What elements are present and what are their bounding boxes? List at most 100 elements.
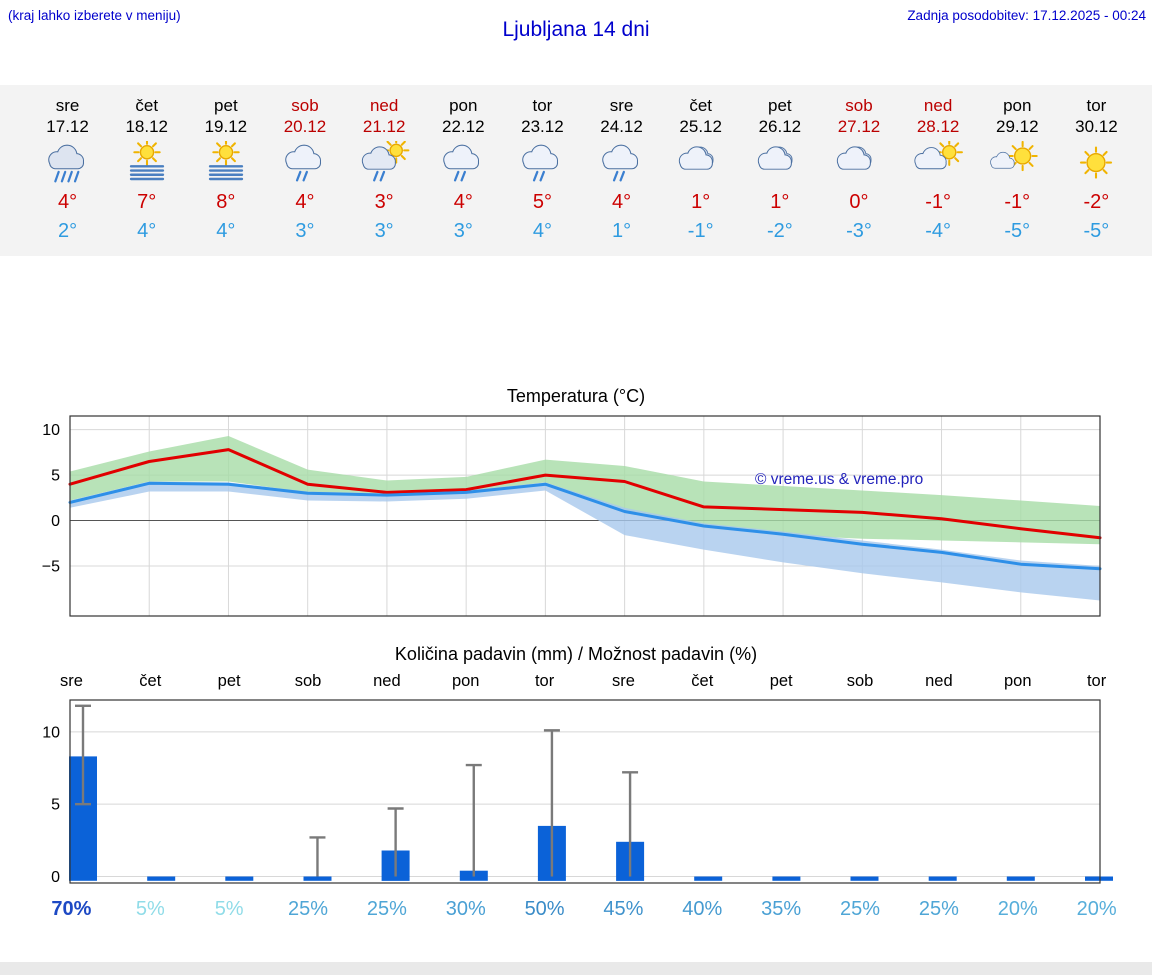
temp-min: 3°: [453, 220, 473, 242]
footer-strip: [0, 962, 1152, 975]
precip-probability: 45%: [603, 898, 644, 920]
page-title: Ljubljana 14 dni: [502, 18, 650, 41]
precip-probability: 30%: [445, 898, 486, 920]
day-date: 18.12: [125, 117, 168, 136]
day-name: čet: [135, 96, 159, 115]
day-name: tor: [1086, 96, 1107, 115]
day-date: 29.12: [995, 117, 1039, 136]
precip-probability: 5%: [214, 898, 244, 920]
forecast-day-17.12[interactable]: sre 17.12 4° 2°: [28, 95, 107, 244]
temp-min: -2°: [766, 220, 793, 242]
precip-day-label: ned: [925, 672, 953, 690]
temp-min: 3°: [295, 220, 315, 242]
day-name: pon: [449, 96, 478, 115]
precip-probability: 25%: [840, 898, 881, 920]
temp-max: -1°: [925, 191, 951, 213]
day-date: 24.12: [600, 117, 643, 136]
temp-max: 3°: [374, 191, 394, 213]
fog-sun-icon: [186, 139, 265, 188]
svg-text:5: 5: [51, 797, 60, 814]
sunny-icon: [1057, 139, 1136, 188]
temp-min: 1°: [611, 220, 632, 242]
forecast-day-29.12[interactable]: pon 29.12 -1° -5°: [978, 95, 1057, 244]
day-name: ned: [923, 96, 953, 115]
precip-day-label: sob: [846, 672, 874, 690]
precip-bar: [694, 876, 723, 881]
precipitation-chart: 10 5 0: [42, 699, 1113, 886]
day-name: pon: [1003, 96, 1032, 115]
max-temp-line: [68, 448, 1102, 540]
day-name: sob: [845, 96, 873, 115]
forecast-day-22.12[interactable]: pon 22.12 4° 3°: [424, 95, 503, 244]
temp-max: 4°: [58, 191, 78, 213]
forecast-day-24.12[interactable]: sre 24.12 4° 1°: [582, 95, 661, 244]
forecast-day-30.12[interactable]: tor 30.12 -2° -5°: [1057, 95, 1136, 244]
forecast-day-21.12[interactable]: ned 21.12 3° 3°: [345, 95, 424, 244]
svg-text:−5: −5: [42, 559, 60, 576]
precip-probability: 35%: [761, 898, 802, 920]
precip-day-label: sre: [611, 672, 635, 690]
precip-bar: [147, 876, 176, 881]
precip-day-label: čet: [139, 672, 162, 690]
precip-bar: [1006, 876, 1035, 881]
precip-bar: [928, 876, 957, 881]
menu-hint: (kraj lahko izberete v meniju): [8, 8, 181, 23]
temp-min: 4°: [216, 220, 236, 242]
forecast-day-19.12[interactable]: pet 19.12 8° 4°: [186, 95, 265, 244]
day-date: 20.12: [283, 117, 327, 136]
temp-max: 5°: [532, 191, 552, 213]
day-date: 17.12: [46, 117, 89, 136]
precipitation-chart-title: Količina padavin (mm) / Možnost padavin …: [394, 644, 758, 664]
precip-probability: 20%: [1076, 898, 1117, 920]
svg-text:0: 0: [51, 513, 60, 530]
min-temp-line: [68, 481, 1102, 571]
min-range-band: [70, 481, 1100, 601]
cloudy-icon: [661, 139, 740, 188]
temperature-chart-title: Temperatura (°C): [506, 386, 646, 406]
day-date: 21.12: [362, 117, 406, 136]
precip-probability: 25%: [366, 898, 407, 920]
forecast-day-27.12[interactable]: sob 27.12 0° -3°: [819, 95, 898, 244]
temp-max: -2°: [1083, 191, 1110, 213]
page-header: (kraj lahko izberete v meniju) Ljubljana…: [0, 0, 1152, 85]
day-name: sob: [291, 96, 319, 115]
temperature-chart-block: Temperatura (°C) 10 5 0 −5 © vreme.us & vrem…: [0, 386, 1152, 622]
day-date: 28.12: [916, 117, 960, 136]
rain-icon: [503, 139, 582, 188]
precip-probability: 5%: [135, 898, 165, 920]
precip-day-labels: sre čet pet sob ned pon tor sre čet pet sob ned pon t…: [32, 668, 1136, 694]
day-name: pet: [214, 96, 238, 115]
cloudy-icon: [819, 139, 898, 188]
temp-min: -3°: [846, 220, 872, 242]
temp-min: 4°: [532, 220, 552, 242]
precip-day-label: ned: [373, 672, 401, 690]
precip-probability: 20%: [997, 898, 1038, 920]
forecast-day-28.12[interactable]: ned 28.12 -1° -4°: [899, 95, 978, 244]
forecast-day-25.12[interactable]: čet 25.12 1° -1°: [661, 95, 740, 244]
precip-probability: 25%: [287, 898, 329, 920]
temp-min: 3°: [374, 220, 394, 242]
temp-min: 4°: [137, 220, 157, 242]
day-date: 26.12: [758, 117, 802, 136]
precip-day-label: pon: [451, 672, 480, 690]
precip-probability: 50%: [524, 898, 565, 920]
precip-probability: 70%: [51, 898, 92, 920]
temp-min: -4°: [925, 220, 951, 242]
svg-text:0: 0: [51, 869, 60, 886]
fog-sun-icon: [107, 139, 186, 188]
precip-day-label: pet: [217, 672, 241, 690]
forecast-day-26.12[interactable]: pet 26.12 1° -2°: [740, 95, 819, 244]
temp-max: 7°: [137, 191, 157, 213]
day-name: ned: [369, 96, 399, 115]
forecast-day-20.12[interactable]: sob 20.12 4° 3°: [265, 95, 344, 244]
forecast-day-23.12[interactable]: tor 23.12 5° 4°: [503, 95, 582, 244]
rain-sun-icon: [345, 139, 424, 188]
last-update: Zadnja posodobitev: 17.12.2025 - 00:24: [907, 8, 1146, 23]
forecast-day-18.12[interactable]: čet 18.12 7° 4°: [107, 95, 186, 244]
day-date: 22.12: [442, 117, 485, 136]
temp-min: 2°: [58, 220, 78, 242]
precip-day-label: sob: [294, 672, 322, 690]
rain-icon: [582, 139, 661, 188]
day-name: sre: [55, 96, 80, 115]
watermark-link[interactable]: © vreme.us & vreme.pro: [755, 471, 923, 488]
